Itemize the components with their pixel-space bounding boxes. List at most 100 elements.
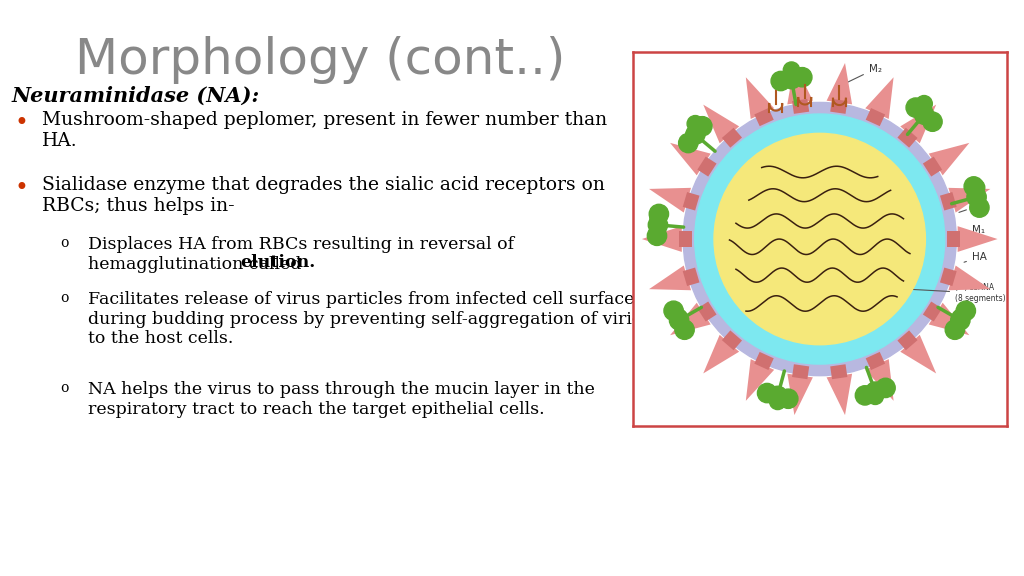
Polygon shape xyxy=(745,359,774,401)
Circle shape xyxy=(683,103,956,376)
Polygon shape xyxy=(923,157,942,177)
Circle shape xyxy=(793,67,812,87)
Polygon shape xyxy=(755,352,774,370)
Polygon shape xyxy=(703,105,739,143)
Polygon shape xyxy=(683,192,699,210)
Circle shape xyxy=(876,378,895,397)
Polygon shape xyxy=(830,364,847,379)
Polygon shape xyxy=(940,192,956,210)
Circle shape xyxy=(670,310,689,330)
Polygon shape xyxy=(929,143,970,175)
Polygon shape xyxy=(722,331,742,350)
Circle shape xyxy=(969,179,985,196)
Circle shape xyxy=(945,320,965,339)
Polygon shape xyxy=(649,266,691,290)
Text: Morphology (cont..): Morphology (cont..) xyxy=(75,36,565,84)
Circle shape xyxy=(950,310,970,330)
Polygon shape xyxy=(826,374,852,415)
Circle shape xyxy=(692,116,712,136)
Polygon shape xyxy=(897,128,918,147)
Polygon shape xyxy=(697,301,717,321)
Text: NA helps the virus to pass through the mucin layer in the
respiratory tract to r: NA helps the virus to pass through the m… xyxy=(88,381,595,418)
Circle shape xyxy=(915,96,932,112)
Polygon shape xyxy=(897,331,918,350)
Polygon shape xyxy=(865,108,885,126)
Polygon shape xyxy=(865,359,894,401)
Polygon shape xyxy=(865,352,885,370)
Polygon shape xyxy=(793,99,809,114)
Circle shape xyxy=(778,389,798,408)
Circle shape xyxy=(648,215,668,234)
Text: Neuraminidase (NA):: Neuraminidase (NA): xyxy=(12,86,260,106)
Polygon shape xyxy=(703,335,739,373)
Polygon shape xyxy=(957,226,997,252)
Circle shape xyxy=(867,388,884,404)
Polygon shape xyxy=(923,301,942,321)
Polygon shape xyxy=(787,374,813,415)
Polygon shape xyxy=(722,128,742,147)
Text: o: o xyxy=(60,291,69,305)
Circle shape xyxy=(769,393,785,410)
Polygon shape xyxy=(793,364,809,379)
Polygon shape xyxy=(900,335,936,373)
Polygon shape xyxy=(670,303,711,335)
Text: o: o xyxy=(60,236,69,250)
Polygon shape xyxy=(683,268,699,286)
Circle shape xyxy=(671,309,687,325)
Polygon shape xyxy=(697,157,717,177)
Text: Facilitates release of virus particles from infected cell surfaces
during buddin: Facilitates release of virus particles f… xyxy=(88,291,663,347)
Polygon shape xyxy=(900,105,936,143)
Text: o: o xyxy=(60,381,69,395)
Polygon shape xyxy=(670,143,711,175)
Circle shape xyxy=(714,134,926,344)
Polygon shape xyxy=(755,108,774,126)
Text: M₁: M₁ xyxy=(956,225,985,235)
Circle shape xyxy=(675,320,694,339)
Polygon shape xyxy=(948,266,990,290)
Polygon shape xyxy=(826,63,852,104)
Text: (−) ssRNA
(8 segments): (−) ssRNA (8 segments) xyxy=(890,283,1006,303)
Text: HA: HA xyxy=(964,252,987,262)
Circle shape xyxy=(758,384,777,403)
Circle shape xyxy=(664,301,683,320)
Text: M₂: M₂ xyxy=(841,64,882,86)
Circle shape xyxy=(768,386,787,406)
Circle shape xyxy=(964,177,983,196)
Circle shape xyxy=(970,198,989,217)
Circle shape xyxy=(865,382,885,401)
Circle shape xyxy=(647,226,667,245)
Circle shape xyxy=(649,204,669,223)
Circle shape xyxy=(906,98,926,118)
Polygon shape xyxy=(745,77,774,119)
Circle shape xyxy=(952,309,969,325)
Polygon shape xyxy=(830,99,847,114)
Circle shape xyxy=(967,187,986,207)
Circle shape xyxy=(923,112,942,131)
Circle shape xyxy=(694,114,945,364)
Circle shape xyxy=(686,125,705,145)
Polygon shape xyxy=(865,77,894,119)
Circle shape xyxy=(855,386,874,405)
Polygon shape xyxy=(642,226,682,252)
Text: elution.: elution. xyxy=(240,254,315,271)
Text: Mushroom-shaped peplomer, present in fewer number than
HA.: Mushroom-shaped peplomer, present in few… xyxy=(42,111,607,150)
Polygon shape xyxy=(940,268,956,286)
Circle shape xyxy=(783,62,800,78)
Text: Displaces HA from RBCs resulting in reversal of
hemagglutination called: Displaces HA from RBCs resulting in reve… xyxy=(88,236,514,272)
Text: •: • xyxy=(15,111,29,135)
Text: •: • xyxy=(15,176,29,200)
Circle shape xyxy=(771,71,791,90)
Text: Sialidase enzyme that degrades the sialic acid receptors on
RBCs; thus helps in-: Sialidase enzyme that degrades the siali… xyxy=(42,176,605,215)
Circle shape xyxy=(679,134,698,153)
Circle shape xyxy=(956,301,976,320)
Circle shape xyxy=(687,116,703,132)
Circle shape xyxy=(782,70,801,89)
Polygon shape xyxy=(649,188,691,213)
Polygon shape xyxy=(929,303,970,335)
Polygon shape xyxy=(948,188,990,213)
Polygon shape xyxy=(679,232,692,247)
Polygon shape xyxy=(947,232,961,247)
Text: NA: NA xyxy=(958,200,987,213)
Polygon shape xyxy=(787,63,813,104)
Circle shape xyxy=(914,105,934,124)
